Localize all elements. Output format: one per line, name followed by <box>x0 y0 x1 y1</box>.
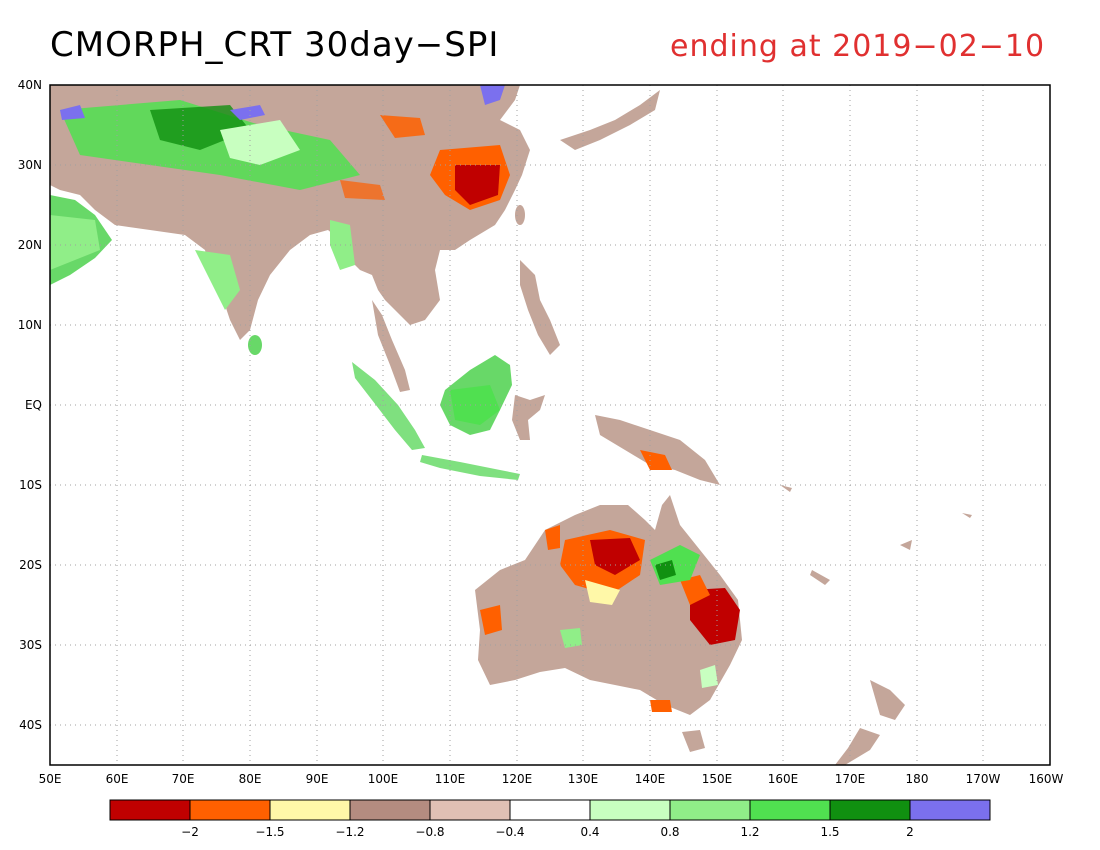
legend-label: −1.5 <box>255 825 284 839</box>
lon-label: 150E <box>702 772 733 786</box>
legend-label: 2 <box>906 825 914 839</box>
legend-swatch <box>509 799 591 821</box>
lon-label: 100E <box>368 772 399 786</box>
spi-anomalies <box>50 85 740 712</box>
lon-label: 180 <box>906 772 929 786</box>
landmass-new-zealand <box>835 680 905 765</box>
lon-label: 170E <box>835 772 866 786</box>
landmass-tasmania <box>682 730 705 752</box>
map-title: CMORPH_CRT 30day−SPI <box>50 25 500 65</box>
map-frame <box>49 84 1051 766</box>
lat-label: 20S <box>19 558 42 572</box>
landmass-malay-peninsula <box>372 300 410 392</box>
lat-label: EQ <box>25 398 42 412</box>
lon-label: 80E <box>239 772 262 786</box>
lat-label: 30S <box>19 638 42 652</box>
legend-label: −1.2 <box>335 825 364 839</box>
graticule <box>50 85 1050 765</box>
legend-label: −0.4 <box>495 825 524 839</box>
longitude-labels: 50E 60E 70E 80E 90E 100E 110E 120E 130E … <box>39 772 1064 786</box>
landmass-new-guinea <box>595 415 720 485</box>
legend-swatch <box>429 799 511 821</box>
lon-label: 130E <box>568 772 599 786</box>
legend-swatch <box>589 799 671 821</box>
legend-label: 0.8 <box>660 825 679 839</box>
lat-label: 40S <box>19 718 42 732</box>
legend-label: 1.5 <box>820 825 839 839</box>
color-legend: −2 −1.5 −1.2 −0.8 −0.4 0.4 0.8 1.2 1.5 2 <box>109 799 991 839</box>
lon-label: 110E <box>435 772 466 786</box>
legend-swatch <box>269 799 351 821</box>
landmass-japan <box>560 90 660 150</box>
legend-label: −0.8 <box>415 825 444 839</box>
land-masses <box>50 85 1050 765</box>
legend-label: −2 <box>181 825 199 839</box>
lon-label: 140E <box>635 772 666 786</box>
legend-swatch <box>829 799 911 821</box>
lat-label: 20N <box>18 238 42 252</box>
lat-label: 40N <box>18 78 42 92</box>
lon-label: 50E <box>39 772 62 786</box>
lon-label: 90E <box>306 772 329 786</box>
legend-swatch <box>749 799 831 821</box>
lon-label: 170W <box>966 772 1001 786</box>
legend-swatch <box>909 799 991 821</box>
legend-label: 0.4 <box>580 825 599 839</box>
landmass-philippines <box>520 260 560 355</box>
map-subtitle-date: ending at 2019−02−10 <box>670 29 1046 64</box>
lon-label: 60E <box>106 772 129 786</box>
lon-label: 160W <box>1029 772 1064 786</box>
legend-swatch <box>669 799 751 821</box>
landmass-sumatra <box>352 362 425 450</box>
lon-label: 70E <box>172 772 195 786</box>
legend-swatch <box>189 799 271 821</box>
legend-label: 1.2 <box>740 825 759 839</box>
lon-label: 160E <box>768 772 799 786</box>
lat-label: 30N <box>18 158 42 172</box>
legend-swatch <box>349 799 431 821</box>
latitude-labels: 40N 30N 20N 10N EQ 10S 20S 30S 40S <box>18 78 42 732</box>
lon-label: 120E <box>502 772 533 786</box>
landmass-java <box>420 455 520 480</box>
landmass-sulawesi <box>512 395 545 440</box>
lat-label: 10S <box>19 478 42 492</box>
lat-label: 10N <box>18 318 42 332</box>
legend-swatch <box>109 799 191 821</box>
